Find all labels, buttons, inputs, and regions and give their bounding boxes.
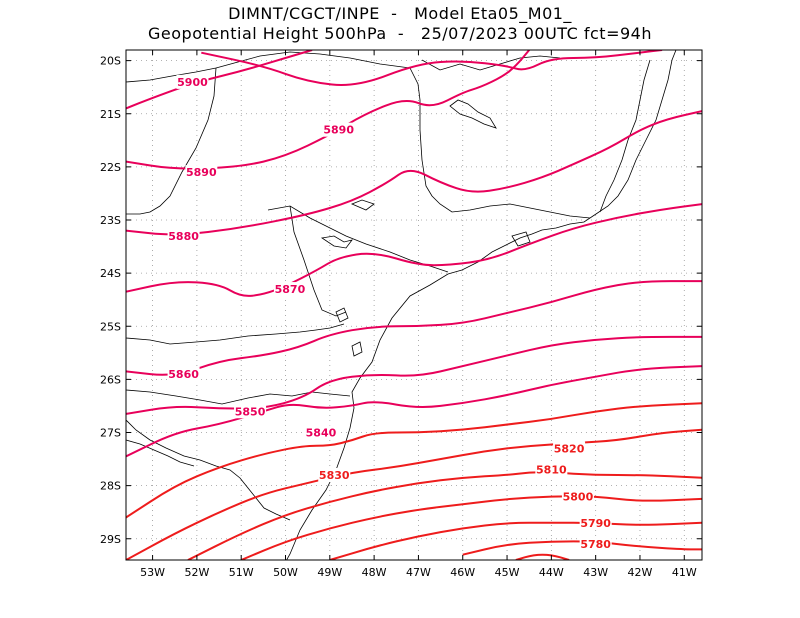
lat-tick-label: 21S xyxy=(100,108,121,121)
lon-tick-label: 53W xyxy=(140,566,165,579)
contour-label: 5820 xyxy=(554,442,585,455)
contour-5790 xyxy=(329,521,702,560)
contour-label: 5880 xyxy=(168,230,199,243)
lon-tick-label: 48W xyxy=(362,566,387,579)
chart-title-line-1: DIMNT/CGCT/INPE - Model Eta05_M01_ xyxy=(228,4,572,23)
country-border xyxy=(126,419,291,521)
contour-5890 xyxy=(126,50,530,170)
contour-label-bg xyxy=(185,165,218,180)
lon-tick-label: 47W xyxy=(406,566,431,579)
latitude-axis: 20S 21S 22S 23S 24S 25S 26S 27S 28S 29S xyxy=(100,55,121,546)
contour-5870 xyxy=(126,203,702,297)
state-border xyxy=(126,67,217,215)
contour-label-bg xyxy=(553,441,586,456)
lat-tick-label: 25S xyxy=(100,320,121,333)
state-border xyxy=(126,323,345,345)
contour-label-bg xyxy=(535,462,568,477)
contour-label-bg xyxy=(304,425,337,440)
state-border xyxy=(267,205,449,273)
contour-label: 5860 xyxy=(168,368,199,381)
lon-tick-label: 42W xyxy=(628,566,653,579)
map-frame xyxy=(125,49,703,561)
state-border xyxy=(599,59,651,213)
contour-label: 5870 xyxy=(275,283,306,296)
contour-label: 5900 xyxy=(177,76,208,89)
reservoir xyxy=(350,199,375,211)
contour-label-bg xyxy=(234,404,267,419)
reservoir xyxy=(449,99,497,129)
contour-label-bg xyxy=(318,468,351,482)
lat-tick-label: 28S xyxy=(100,480,121,493)
contour-5880 xyxy=(126,110,702,236)
contour-label-bg xyxy=(561,489,594,504)
state-border xyxy=(409,67,591,219)
state-border xyxy=(126,389,351,405)
contour-label: 5830 xyxy=(319,469,350,482)
lon-tick-label: 50W xyxy=(273,566,298,579)
lat-tick-label: 23S xyxy=(100,214,121,227)
contour-label: 5800 xyxy=(563,490,594,503)
lon-tick-label: 46W xyxy=(450,566,475,579)
state-border xyxy=(289,205,347,317)
contour-label: 5890 xyxy=(323,124,354,137)
lon-tick-label: 44W xyxy=(539,566,564,579)
contour-label-bg xyxy=(579,515,612,530)
lon-tick-label: 41W xyxy=(672,566,697,579)
contour-5840 xyxy=(126,365,702,458)
coastal-island xyxy=(351,341,363,357)
lat-tick-label: 26S xyxy=(100,373,121,386)
contour-label-bg xyxy=(167,367,200,382)
contour-label: 5840 xyxy=(306,427,337,440)
state-border xyxy=(126,51,411,83)
contour-label: 5780 xyxy=(580,538,611,551)
lat-tick-label: 20S xyxy=(100,55,121,68)
lon-tick-label: 49W xyxy=(317,566,342,579)
coastline xyxy=(286,50,677,560)
lon-tick-label: 45W xyxy=(495,566,520,579)
contour-label: 5850 xyxy=(235,405,266,418)
contour-labels: 5900 5890 5890 5880 5870 5860 5850 5840 5830 5820… xyxy=(167,74,612,552)
lon-tick-label: 43W xyxy=(583,566,608,579)
coastal-bay xyxy=(335,307,349,323)
contour-5860 xyxy=(126,280,702,376)
contour-label: 5810 xyxy=(536,464,567,477)
contour-layer xyxy=(126,50,702,560)
reservoir xyxy=(320,235,353,249)
contour-label-bg xyxy=(273,282,306,297)
contour-5770 xyxy=(515,553,570,560)
lon-tick-label: 52W xyxy=(184,566,209,579)
grid-lines xyxy=(126,50,702,560)
contour-label: 5890 xyxy=(186,166,217,179)
lat-tick-label: 29S xyxy=(100,533,121,546)
contour-label-bg xyxy=(579,537,612,552)
contour-5810 xyxy=(187,471,702,560)
country-border xyxy=(126,439,195,467)
longitude-axis: 53W 52W 51W 50W 49W 48W 47W 46W 45W 44W 43W 42W 41W xyxy=(140,566,697,579)
axis-ticks xyxy=(126,50,702,560)
contour-label: 5790 xyxy=(580,517,611,530)
lat-tick-label: 22S xyxy=(100,161,121,174)
coastal-island xyxy=(511,231,531,247)
contour-5820 xyxy=(126,428,702,560)
contour-label-bg xyxy=(322,122,355,137)
contour-label-bg xyxy=(176,74,209,89)
lat-tick-label: 27S xyxy=(100,427,121,440)
contour-5780 xyxy=(462,540,702,556)
contour-label-bg xyxy=(167,228,200,243)
lon-tick-label: 51W xyxy=(229,566,254,579)
lat-tick-label: 24S xyxy=(100,267,121,280)
contour-5830 xyxy=(126,402,702,519)
contour-5850 xyxy=(126,335,702,415)
state-border xyxy=(421,55,561,71)
geography-layer xyxy=(126,50,677,560)
chart-title-line-2: Geopotential Height 500hPa - 25/07/2023 … xyxy=(148,24,652,43)
contour-5890 xyxy=(201,50,663,86)
